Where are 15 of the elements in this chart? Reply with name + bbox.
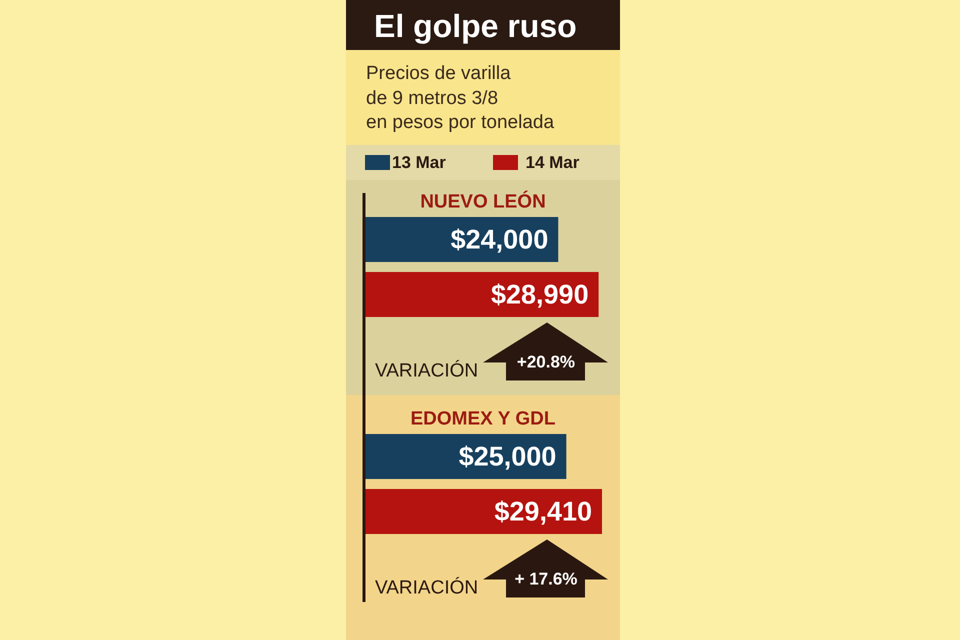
annotation: + 17.6%: [514, 570, 578, 588]
bar: [364, 489, 602, 534]
data-label: $25,000: [458, 442, 556, 472]
y-tick-label: NUEVO LEÓN: [420, 190, 546, 212]
chart-subtitle: Precios de varilla de 9 metros 3/8 en pesos por tonelada: [366, 62, 554, 135]
legend-label: 14 Mar: [526, 152, 580, 172]
y-tick-label: EDOMEX Y GDL: [410, 408, 556, 429]
annotation: VARIACIÓN: [375, 576, 478, 598]
data-label: $28,990: [490, 280, 589, 310]
annotation: VARIACIÓN: [375, 360, 478, 382]
data-label: $29,410: [494, 496, 592, 526]
data-label: $24,000: [450, 224, 548, 254]
chart-title: El golpe ruso: [374, 8, 577, 44]
annotation: +20.8%: [516, 352, 576, 372]
legend-label: 13 Mar: [392, 152, 446, 172]
